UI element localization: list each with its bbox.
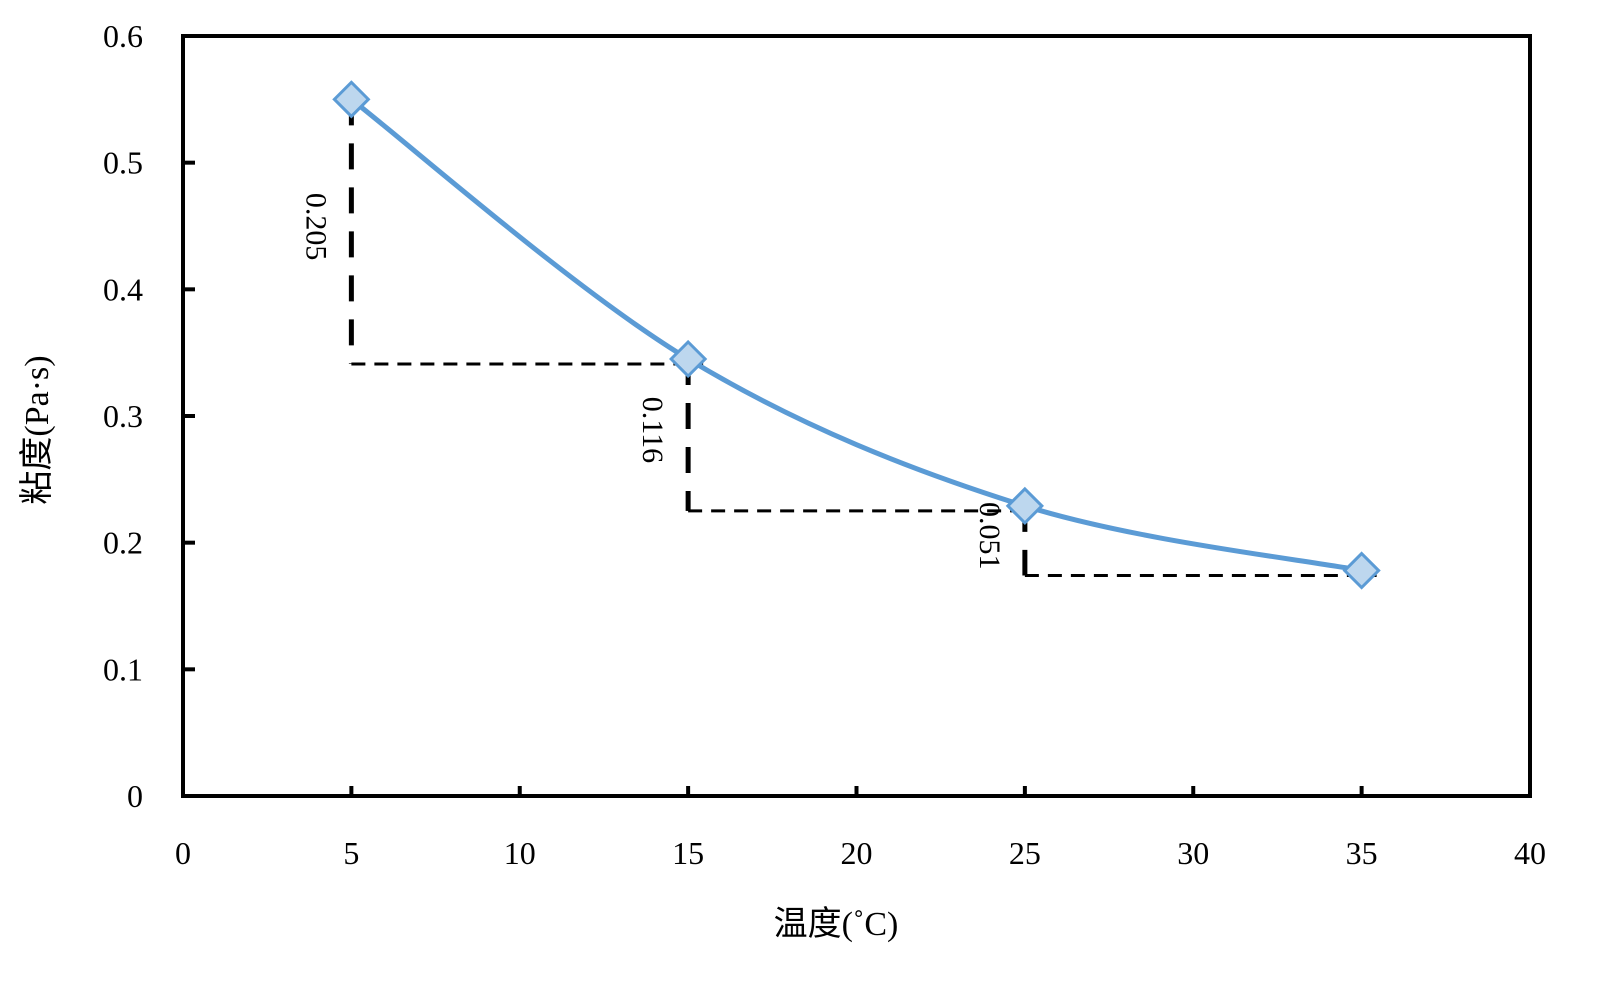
x-tick-label: 35 [1346, 835, 1378, 871]
series-line [349, 97, 1363, 573]
x-tick-label: 30 [1177, 835, 1209, 871]
data-point-marker [1342, 551, 1381, 590]
y-axis-label: 粘度(Pa·s) [18, 355, 56, 504]
x-axis-label: 温度(˚C) [774, 905, 899, 943]
x-tick-label: 40 [1514, 835, 1546, 871]
y-tick-label: 0.1 [103, 651, 143, 687]
data-point-marker [1005, 486, 1044, 526]
y-tick-label: 0.2 [103, 525, 143, 561]
annotation-label: 0.051 [973, 502, 1006, 570]
data-point-marker [332, 80, 371, 119]
plot-frame [181, 34, 1532, 798]
annotation-label: 0.205 [299, 193, 332, 261]
x-tick-label: 25 [1009, 835, 1041, 871]
y-tick-label: 0 [127, 778, 143, 814]
x-tick-label: 5 [343, 835, 359, 871]
x-tick-label: 0 [175, 835, 191, 871]
y-tick-label: 0.5 [103, 145, 143, 181]
y-tick-label: 0.3 [103, 398, 143, 434]
x-tick-label: 15 [672, 835, 704, 871]
annotation-label: 0.116 [636, 397, 669, 463]
y-tick-label: 0.6 [103, 18, 143, 54]
data-point-marker [669, 339, 708, 379]
y-tick-label: 0.4 [103, 271, 143, 307]
x-tick-label: 20 [841, 835, 873, 871]
x-tick-label: 10 [504, 835, 536, 871]
